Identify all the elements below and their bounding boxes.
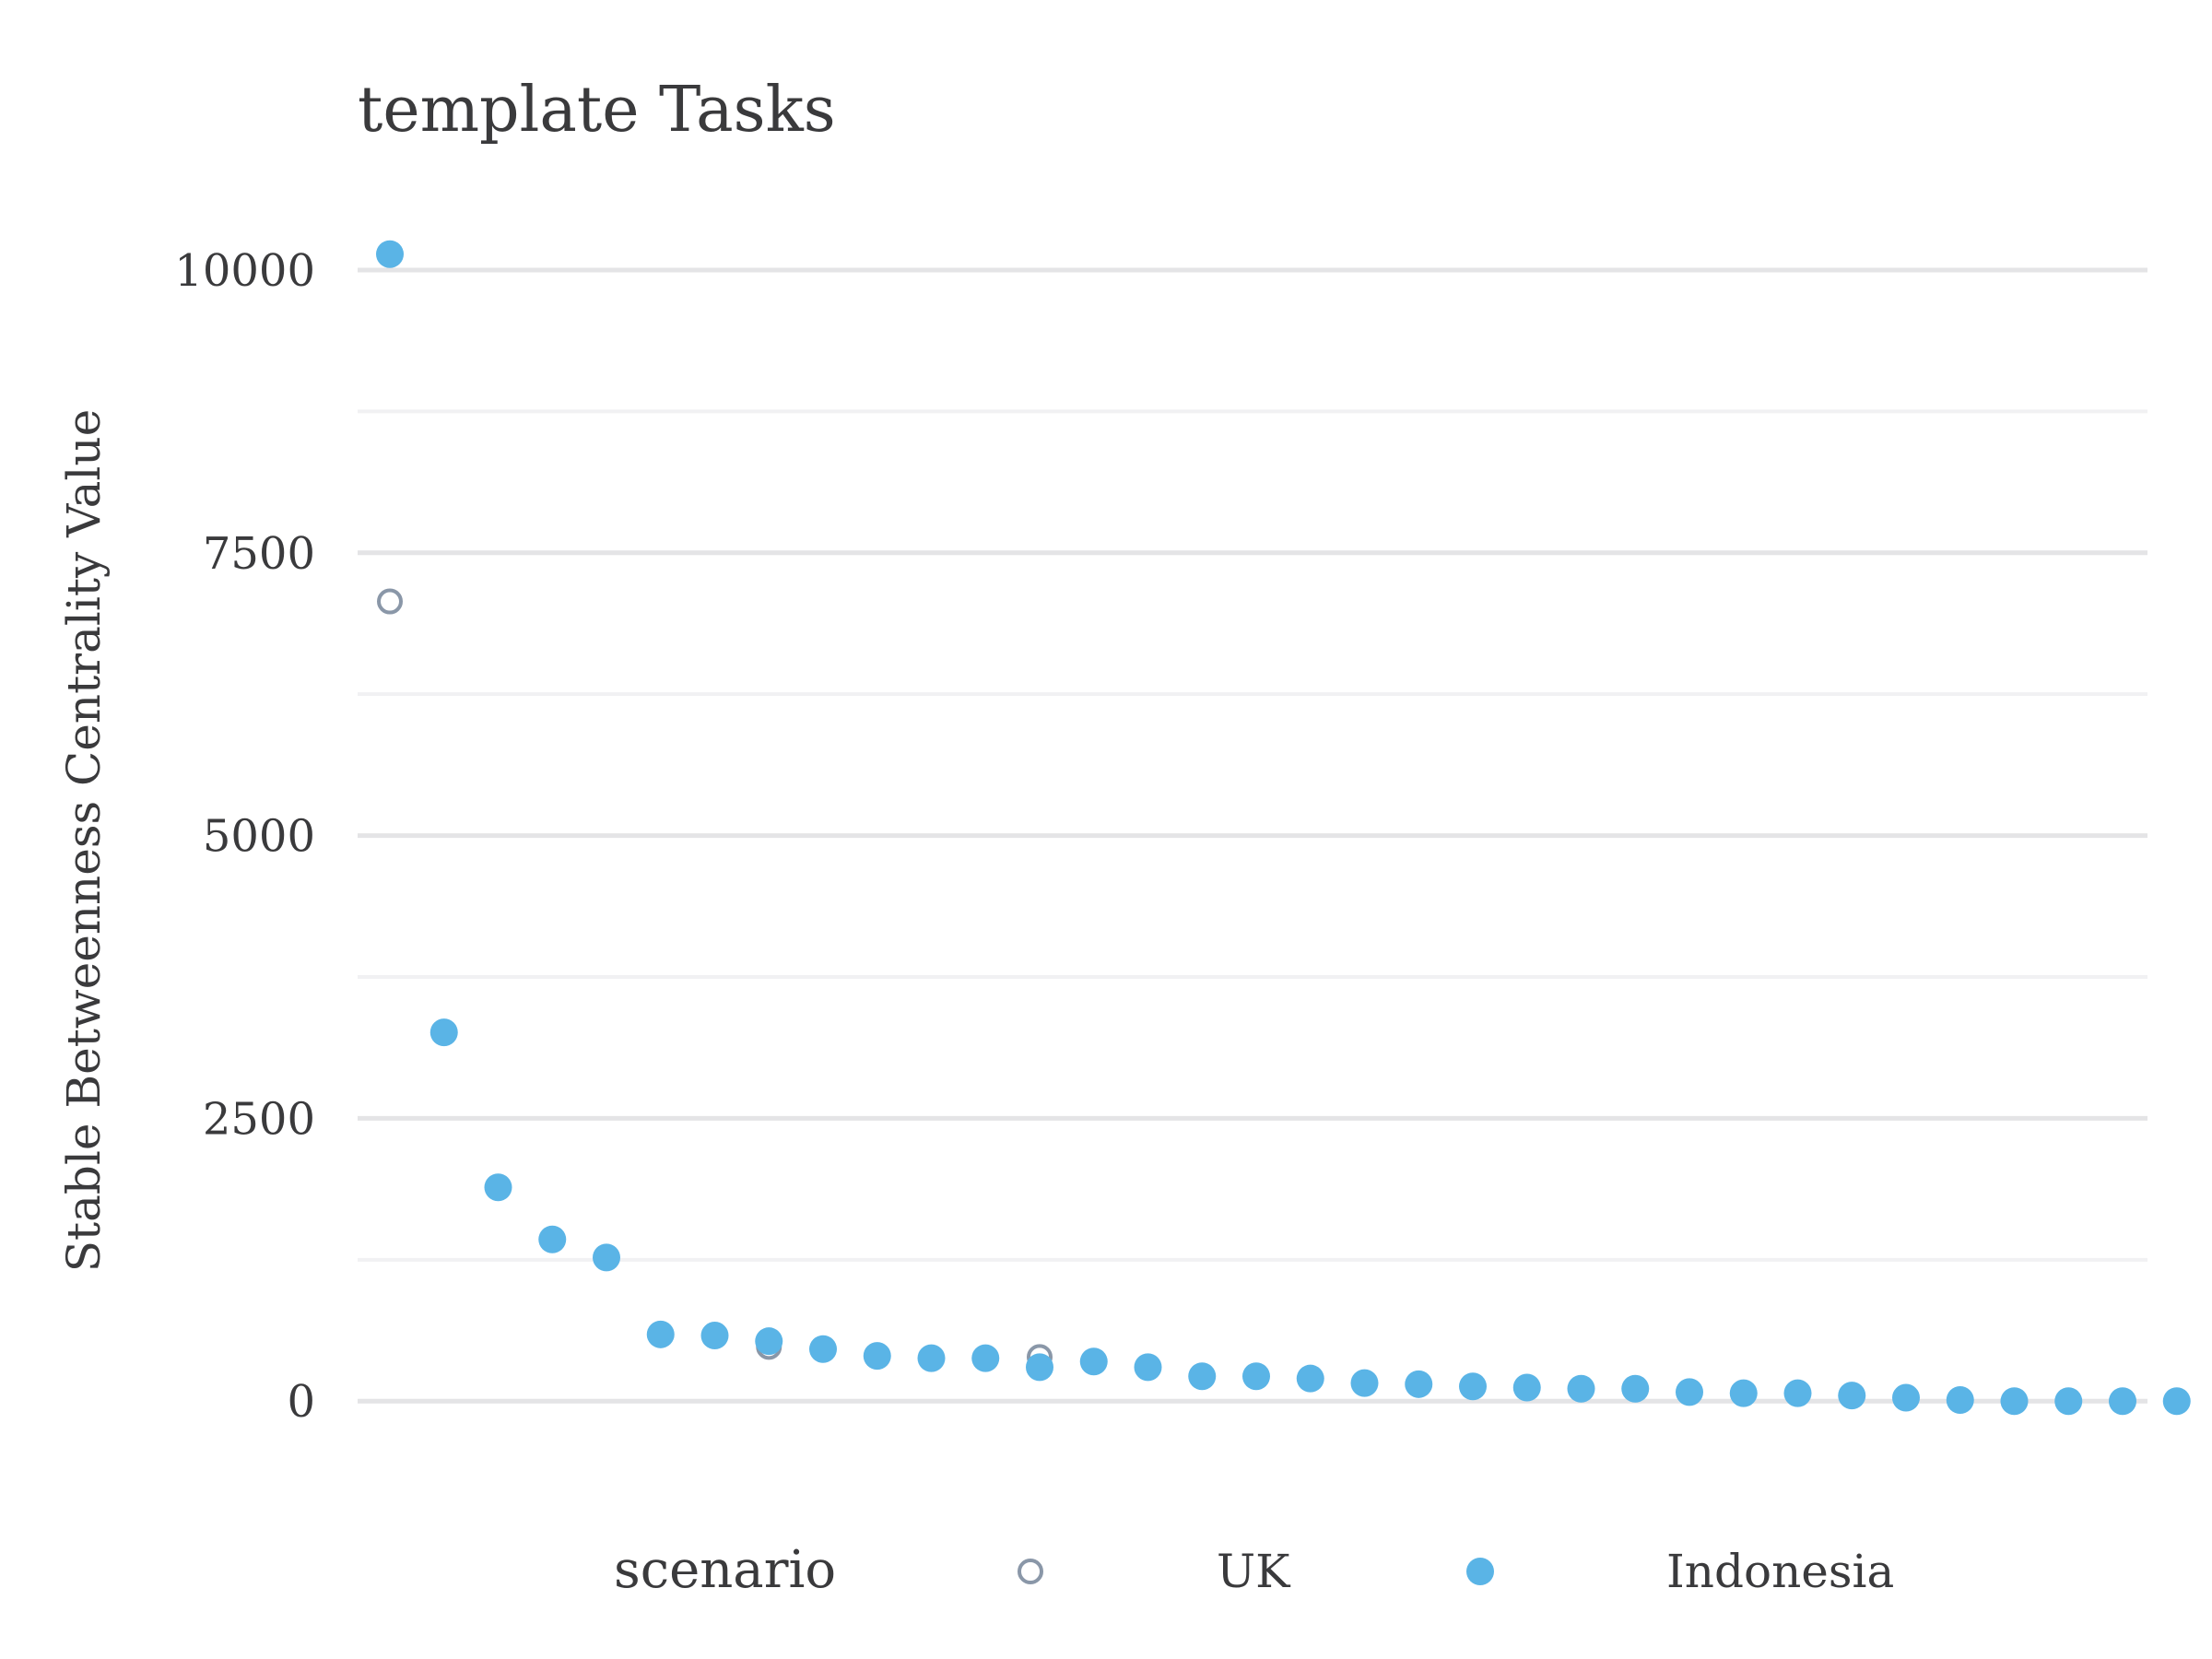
point-indonesia [1512, 1373, 1541, 1402]
point-indonesia [1459, 1372, 1487, 1401]
legend-indonesia-marker [1466, 1558, 1494, 1585]
point-indonesia [1838, 1382, 1866, 1410]
point-indonesia [484, 1173, 512, 1202]
legend-indonesia-label: Indonesia [1666, 1545, 1894, 1598]
point-indonesia [1405, 1370, 1433, 1398]
point-indonesia [1729, 1379, 1758, 1407]
point-indonesia [1134, 1353, 1162, 1382]
y-tick-label: 7500 [203, 528, 315, 580]
point-indonesia [971, 1344, 1000, 1372]
y-axis-label: Stable Betweenness Centrality Value [57, 409, 111, 1272]
point-indonesia [755, 1327, 783, 1356]
y-tick-label: 5000 [203, 811, 315, 863]
point-indonesia [2054, 1387, 2083, 1416]
legend-uk-marker [1018, 1559, 1043, 1584]
point-indonesia [376, 240, 404, 268]
point-indonesia [1676, 1378, 1703, 1406]
y-tick-label: 10000 [174, 245, 315, 297]
point-indonesia [1621, 1374, 1650, 1403]
point-indonesia [2109, 1387, 2136, 1416]
data-points [376, 240, 2191, 1416]
point-indonesia [593, 1243, 620, 1272]
legend-uk-label: UK [1217, 1545, 1291, 1598]
point-indonesia [538, 1225, 567, 1253]
point-indonesia [1242, 1362, 1270, 1391]
point-uk [377, 588, 403, 615]
legend: scenario UK Indonesia [614, 1540, 1894, 1600]
grid-lines [358, 267, 2147, 1404]
chart-title: template Tasks [358, 74, 836, 147]
point-indonesia [700, 1322, 729, 1350]
point-indonesia [646, 1320, 675, 1348]
point-indonesia [1783, 1379, 1812, 1407]
point-indonesia [429, 1018, 458, 1047]
point-indonesia [809, 1335, 837, 1363]
point-indonesia [1567, 1374, 1595, 1403]
point-indonesia [1350, 1369, 1379, 1397]
point-indonesia [917, 1344, 946, 1372]
point-indonesia [863, 1342, 891, 1371]
y-tick-label: 0 [287, 1376, 315, 1428]
point-indonesia [1892, 1383, 1920, 1412]
legend-title: scenario [614, 1540, 836, 1600]
point-indonesia [1079, 1347, 1108, 1376]
point-indonesia [1188, 1362, 1217, 1391]
y-tick-labels: 0 2500 5000 7500 10000 [174, 245, 315, 1428]
point-indonesia [2000, 1387, 2029, 1416]
y-tick-label: 2500 [203, 1093, 315, 1145]
point-indonesia [1296, 1364, 1324, 1393]
point-indonesia [2162, 1387, 2191, 1416]
point-indonesia [1946, 1386, 1974, 1414]
point-indonesia [1026, 1353, 1053, 1382]
